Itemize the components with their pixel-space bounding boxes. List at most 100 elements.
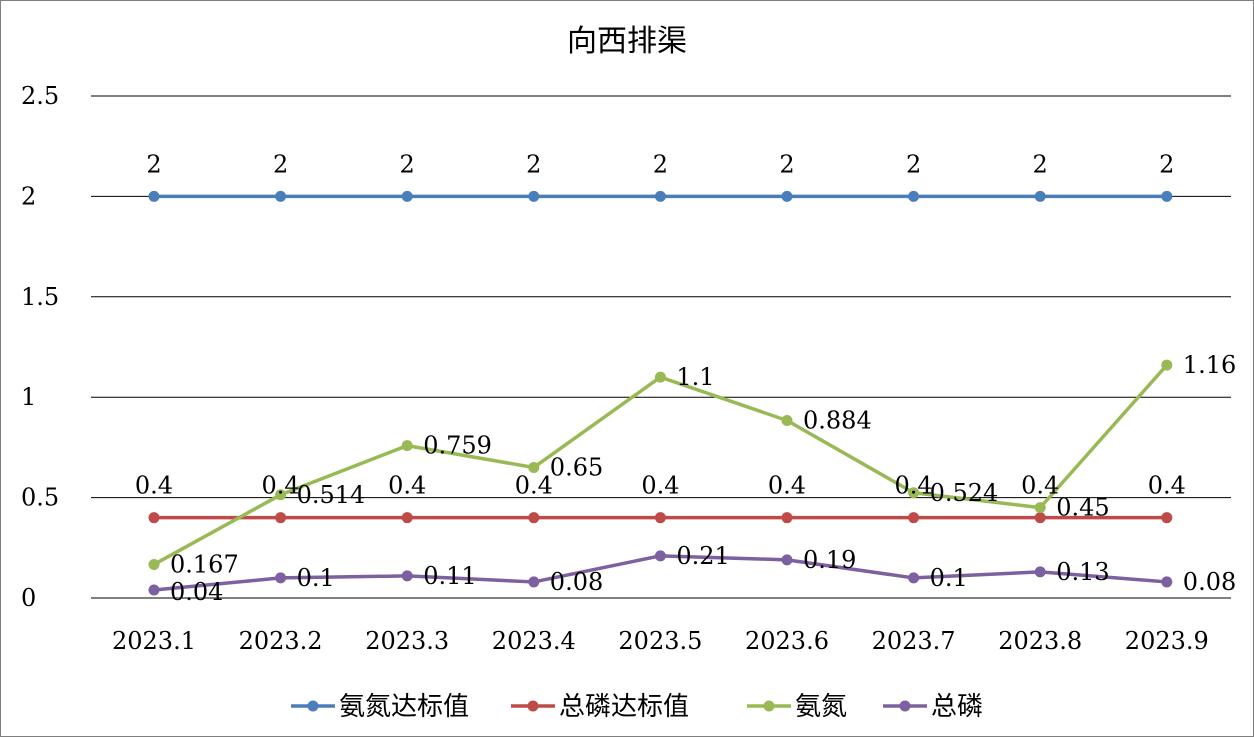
data-label: 0.4: [135, 472, 173, 500]
data-point: [654, 550, 666, 562]
y-tick-label: 0: [21, 584, 36, 612]
data-label: 0.13: [1056, 558, 1109, 586]
data-label: 0.4: [1021, 472, 1059, 500]
data-point: [401, 190, 413, 202]
data-point: [1161, 359, 1173, 371]
data-point: [148, 558, 160, 570]
data-point: [528, 190, 540, 202]
data-label: 2: [779, 150, 794, 178]
data-point: [781, 512, 793, 524]
data-label: 0.45: [1056, 494, 1109, 522]
data-label: 1.1: [676, 363, 714, 391]
data-point: [401, 512, 413, 524]
data-label: 2: [273, 150, 288, 178]
y-tick-label: 1: [21, 383, 36, 411]
data-label: 0.21: [676, 542, 729, 570]
x-tick-label: 2023.8: [998, 627, 1082, 655]
data-point: [275, 572, 287, 584]
data-point: [908, 487, 920, 499]
x-tick-label: 2023.7: [872, 627, 956, 655]
data-point: [1161, 512, 1173, 524]
data-label: 2: [526, 150, 541, 178]
data-point: [148, 190, 160, 202]
data-point: [781, 414, 793, 426]
y-tick-label: 2.5: [21, 82, 59, 110]
x-tick-label: 2023.2: [239, 627, 323, 655]
data-label: 0.514: [297, 481, 366, 509]
series-line: [153, 363, 1169, 566]
data-label: 2: [146, 150, 161, 178]
legend-label: 总磷达标值: [559, 692, 689, 722]
data-label: 0.08: [550, 568, 603, 596]
y-axis-ticks: 0 0.5 1 1.5 2 2.5: [21, 82, 59, 612]
data-point: [275, 190, 287, 202]
data-label: 0.524: [930, 479, 999, 507]
data-label: 0.19: [803, 546, 856, 574]
data-point: [1034, 512, 1046, 524]
data-label: 1.16: [1183, 351, 1236, 379]
data-label: 0.4: [768, 472, 806, 500]
data-point: [908, 572, 920, 584]
x-tick-label: 2023.4: [492, 627, 576, 655]
data-label: 0.4: [388, 472, 426, 500]
data-label: 0.08: [1183, 568, 1236, 596]
data-point: [908, 512, 920, 524]
y-tick-label: 2: [21, 182, 36, 210]
data-label: 0.11: [423, 562, 476, 590]
data-point: [1161, 576, 1173, 588]
data-label: 0.04: [170, 578, 223, 606]
data-point: [1161, 190, 1173, 202]
legend-label: 氨氮达标值: [339, 692, 469, 722]
data-label: 0.65: [550, 453, 603, 481]
x-tick-label: 2023.6: [745, 627, 829, 655]
x-axis-ticks: 2023.1 2023.2 2023.3 2023.4 2023.5 2023.6 2023…: [112, 627, 1209, 655]
legend-swatch-marker: [763, 700, 775, 712]
data-label: 2: [653, 150, 668, 178]
data-label: 0.4: [641, 472, 679, 500]
y-tick-label: 1.5: [21, 283, 59, 311]
y-tick-label: 0.5: [21, 484, 59, 512]
data-point: [781, 554, 793, 566]
data-label: 2: [1033, 150, 1048, 178]
data-point: [528, 461, 540, 473]
data-point: [1034, 190, 1046, 202]
data-label: 0.4: [515, 472, 553, 500]
data-label: 2: [906, 150, 921, 178]
data-point: [528, 512, 540, 524]
data-point: [275, 489, 287, 501]
data-point: [401, 440, 413, 452]
chart-title: 向西排渠: [567, 24, 687, 59]
data-label: 0.167: [170, 550, 239, 578]
data-point: [654, 190, 666, 202]
data-point: [654, 371, 666, 383]
legend-swatch-marker: [899, 700, 911, 712]
data-label: 2: [400, 150, 415, 178]
legend-swatch-marker: [527, 700, 539, 712]
data-point: [148, 512, 160, 524]
data-label: 0.1: [930, 564, 968, 592]
data-point: [1034, 566, 1046, 578]
x-tick-label: 2023.9: [1125, 627, 1209, 655]
series-group: [148, 190, 1173, 596]
data-label: 0.4: [262, 472, 300, 500]
x-tick-label: 2023.5: [618, 627, 702, 655]
legend-swatch-marker: [307, 700, 319, 712]
data-point: [401, 570, 413, 582]
data-label: 0.4: [1148, 472, 1186, 500]
data-point: [148, 584, 160, 596]
legend-label: 氨氮: [795, 692, 847, 722]
data-label: 0.884: [803, 406, 872, 434]
legend: 氨氮达标值 总磷达标值 氨氮 总磷: [291, 692, 983, 722]
data-point: [781, 190, 793, 202]
data-point: [1034, 502, 1046, 514]
data-point: [908, 190, 920, 202]
data-point: [275, 512, 287, 524]
data-point: [654, 512, 666, 524]
data-label: 2: [1159, 150, 1174, 178]
data-label: 0.1: [297, 564, 335, 592]
data-label: 0.4: [895, 472, 933, 500]
data-label: 0.759: [423, 432, 492, 460]
x-tick-label: 2023.3: [365, 627, 449, 655]
